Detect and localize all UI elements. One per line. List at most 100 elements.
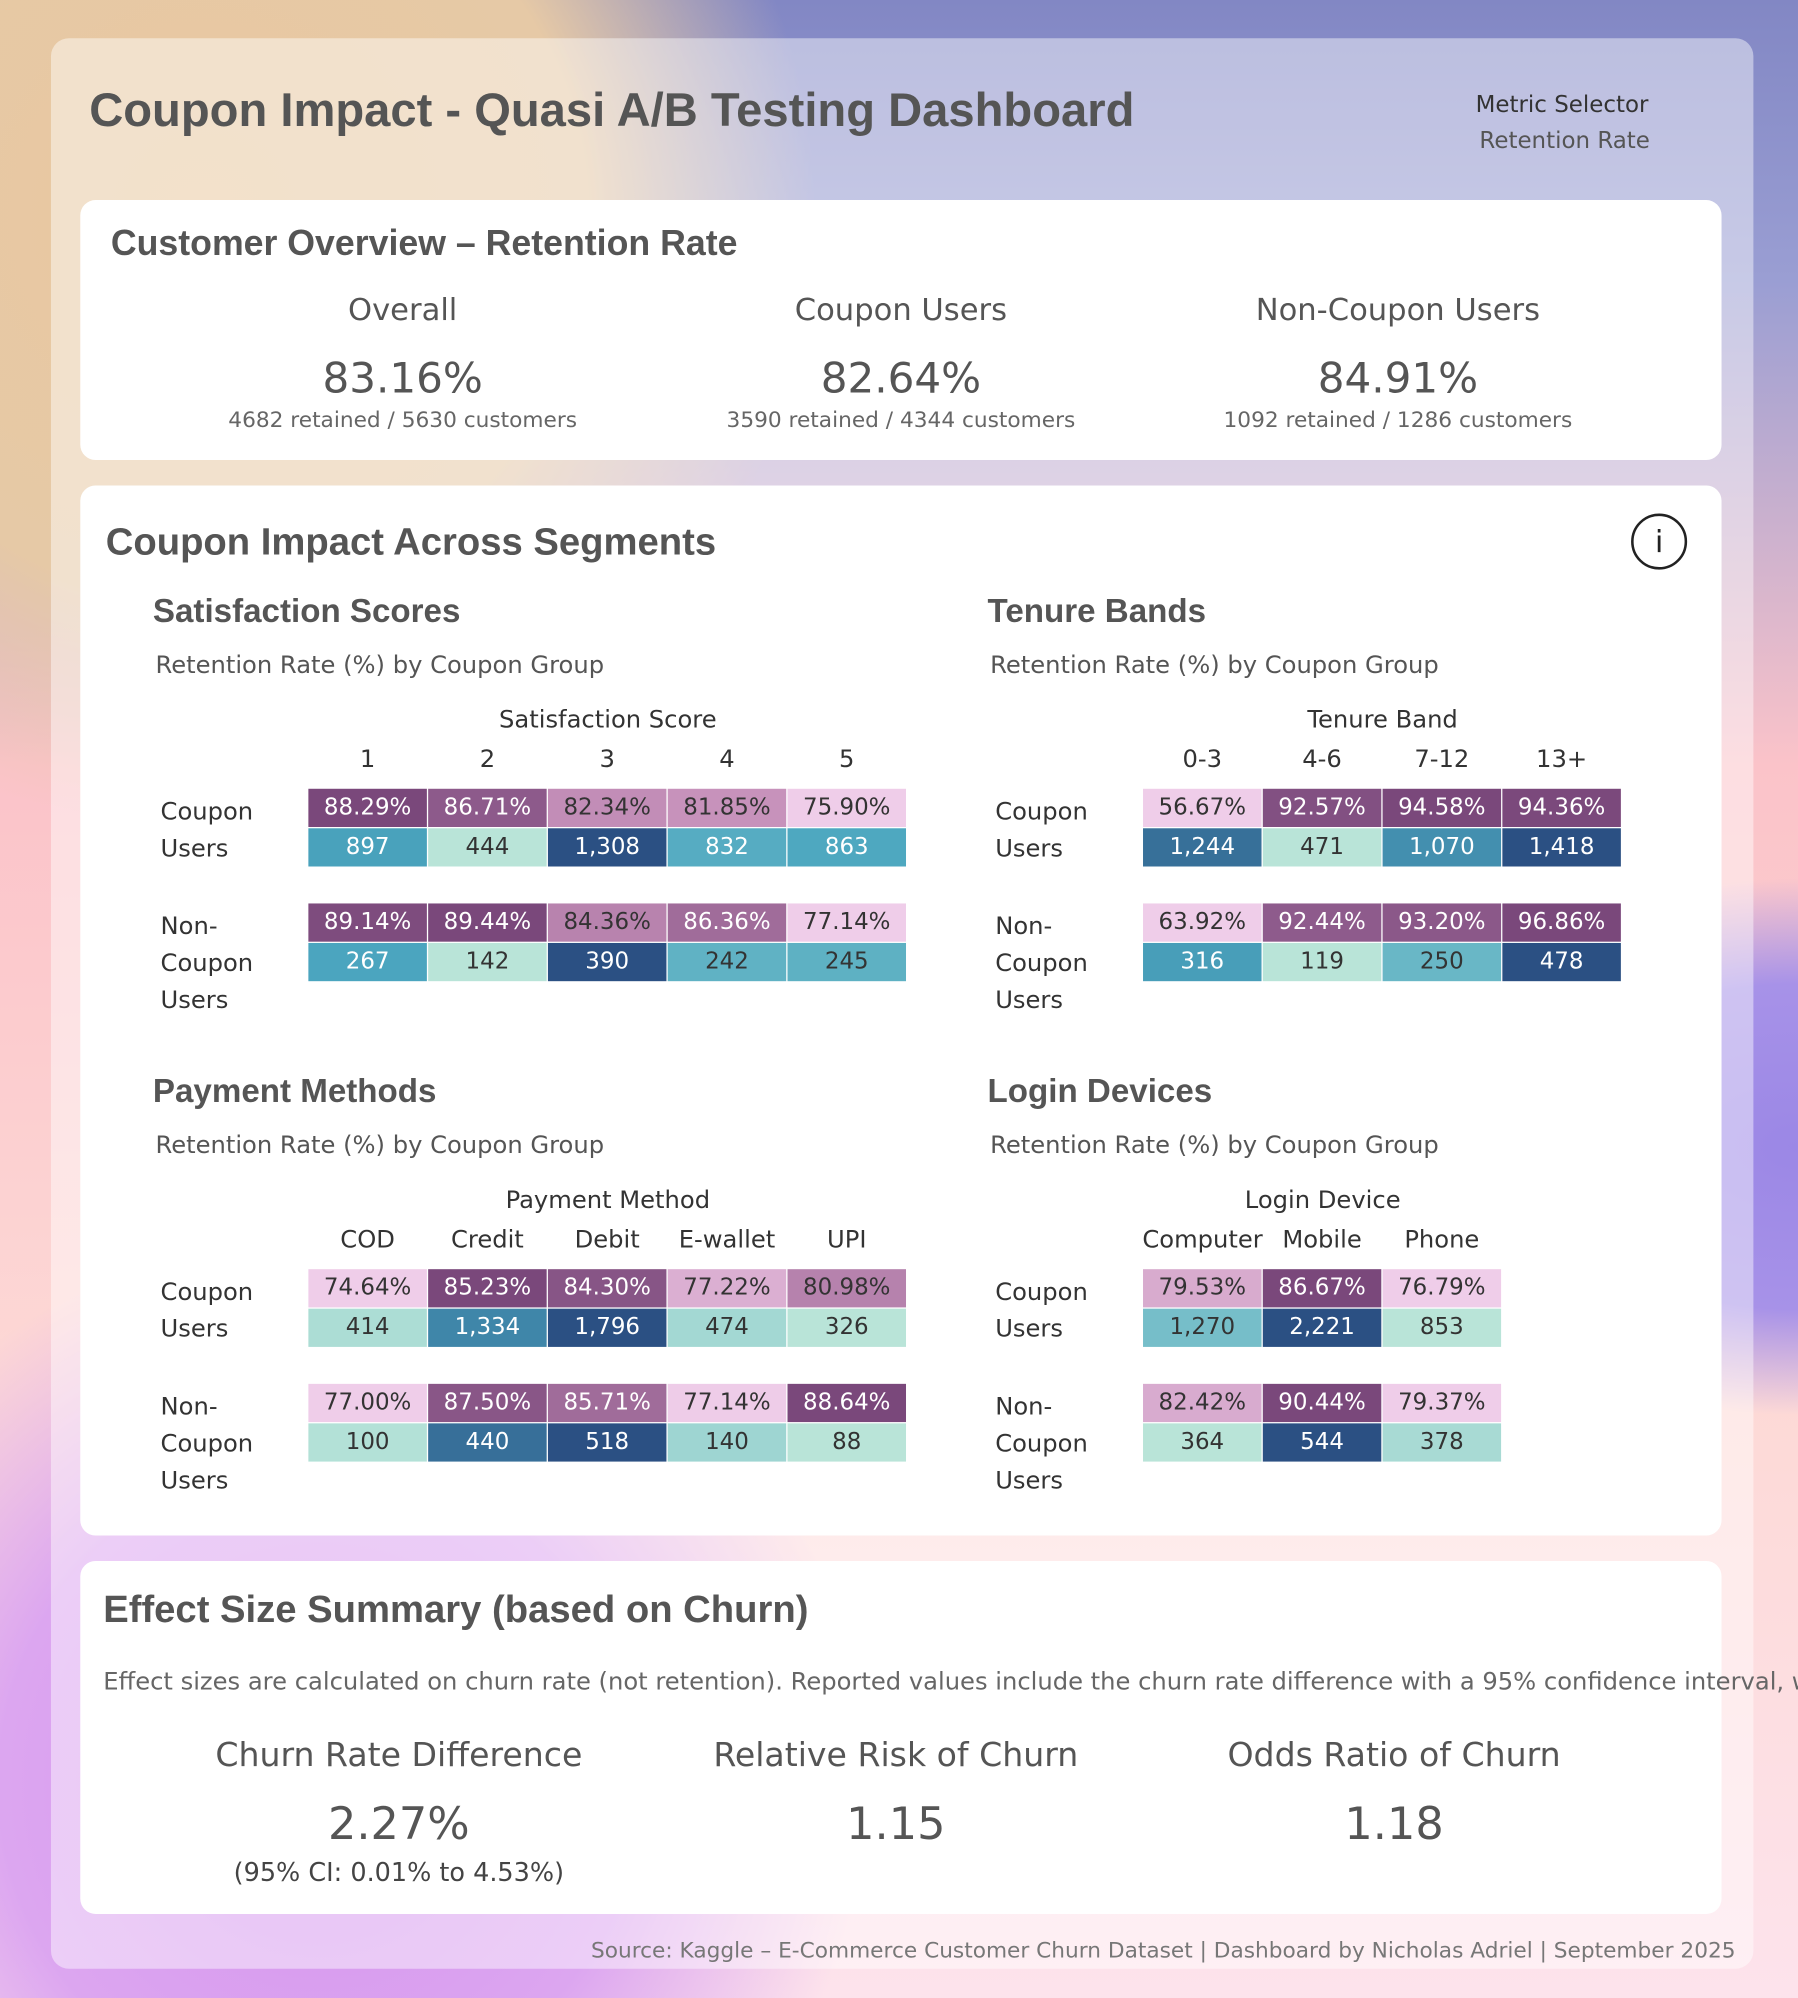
metric-selector-label: Metric Selector xyxy=(1475,91,1649,119)
count-cell: 471 xyxy=(1262,828,1382,867)
kpi-value: 82.64% xyxy=(820,352,982,403)
column-label: UPI xyxy=(827,1225,867,1254)
effect-card xyxy=(80,1560,1722,1914)
column-label: Credit xyxy=(450,1225,524,1254)
row-label: Non-Coupon Users xyxy=(995,912,1088,1015)
panel-title: Tenure Bands xyxy=(987,591,1207,630)
metric-selector-value[interactable]: Retention Rate xyxy=(1479,127,1650,155)
count-cell: 316 xyxy=(1143,942,1262,982)
effect-title: Effect Size Summary (based on Churn) xyxy=(103,1589,809,1632)
rate-cell: 94.58% xyxy=(1382,788,1502,828)
rate-cell: 56.67% xyxy=(1143,788,1262,828)
rate-cell: 77.22% xyxy=(667,1269,787,1308)
rate-cell: 96.86% xyxy=(1502,903,1621,942)
segments-card xyxy=(80,485,1722,1536)
row-label: Coupon Users xyxy=(995,1278,1088,1344)
column-label: Mobile xyxy=(1282,1225,1362,1254)
count-cell: 518 xyxy=(547,1423,667,1462)
count-cell: 863 xyxy=(787,828,907,867)
count-cell: 1,244 xyxy=(1143,828,1262,867)
count-cell: 1,070 xyxy=(1382,828,1502,867)
panel-title: Payment Methods xyxy=(152,1071,437,1110)
column-label: E-wallet xyxy=(678,1225,776,1254)
column-label: 2 xyxy=(479,745,496,774)
rate-cell: 77.00% xyxy=(308,1383,427,1423)
count-cell: 100 xyxy=(308,1423,427,1462)
column-label: 5 xyxy=(839,745,855,774)
column-label: 7-12 xyxy=(1414,745,1470,774)
panel-subtitle: Retention Rate (%) by Coupon Group xyxy=(155,651,605,680)
segments-title: Coupon Impact Across Segments xyxy=(105,521,717,564)
info-icon[interactable]: i xyxy=(1631,513,1688,570)
rate-cell: 90.44% xyxy=(1262,1383,1382,1423)
effect-label: Odds Ratio of Churn xyxy=(1227,1736,1561,1776)
column-label: Computer xyxy=(1142,1225,1263,1254)
effect-note: (95% CI: 0.01% to 4.53%) xyxy=(233,1856,565,1888)
rate-cell: 87.50% xyxy=(428,1383,547,1423)
rate-cell: 81.85% xyxy=(667,788,787,828)
rate-cell: 89.44% xyxy=(428,903,547,942)
count-cell: 242 xyxy=(667,942,787,982)
column-label: 0-3 xyxy=(1182,745,1223,774)
row-label: Coupon Users xyxy=(160,1278,254,1344)
count-cell: 88 xyxy=(787,1423,907,1462)
column-label: 13+ xyxy=(1536,745,1588,774)
count-cell: 544 xyxy=(1262,1423,1382,1462)
rate-cell: 88.29% xyxy=(308,788,427,828)
column-label: 4-6 xyxy=(1302,745,1342,774)
kpi-label: Coupon Users xyxy=(794,291,1008,328)
rate-cell: 80.98% xyxy=(787,1269,907,1308)
column-header: Payment Method xyxy=(505,1186,711,1215)
count-cell: 140 xyxy=(667,1423,787,1462)
rate-cell: 86.36% xyxy=(667,903,787,942)
count-cell: 245 xyxy=(787,942,907,982)
kpi-detail: 4682 retained / 5630 customers xyxy=(228,407,578,434)
rate-cell: 92.57% xyxy=(1262,788,1382,828)
effect-value: 1.18 xyxy=(1344,1799,1444,1851)
panel-subtitle: Retention Rate (%) by Coupon Group xyxy=(990,1131,1439,1160)
rate-cell: 74.64% xyxy=(308,1269,427,1308)
row-label: Coupon Users xyxy=(995,797,1088,863)
rate-cell: 85.23% xyxy=(428,1269,547,1308)
rate-cell: 79.37% xyxy=(1382,1383,1502,1423)
column-label: COD xyxy=(340,1225,395,1254)
rate-cell: 82.34% xyxy=(547,788,667,828)
count-cell: 119 xyxy=(1262,942,1382,982)
effect-label: Relative Risk of Churn xyxy=(713,1736,1079,1776)
rate-cell: 84.36% xyxy=(547,903,667,942)
count-cell: 1,270 xyxy=(1143,1308,1262,1347)
rate-cell: 63.92% xyxy=(1143,903,1262,942)
rate-cell: 75.90% xyxy=(787,788,907,828)
column-header: Satisfaction Score xyxy=(499,705,717,734)
rate-cell: 84.30% xyxy=(547,1269,667,1308)
count-cell: 474 xyxy=(667,1308,787,1347)
kpi-label: Overall xyxy=(348,291,458,328)
rate-cell: 77.14% xyxy=(787,903,907,942)
kpi-value: 84.91% xyxy=(1317,352,1479,403)
rate-cell: 82.42% xyxy=(1143,1383,1262,1423)
count-cell: 2,221 xyxy=(1262,1308,1382,1347)
count-cell: 326 xyxy=(787,1308,907,1347)
panel-title: Login Devices xyxy=(987,1071,1213,1110)
count-cell: 1,308 xyxy=(547,828,667,867)
rate-cell: 85.71% xyxy=(547,1383,667,1423)
column-label: 1 xyxy=(359,745,376,774)
count-cell: 414 xyxy=(308,1308,427,1347)
count-cell: 1,796 xyxy=(547,1308,667,1347)
panel-title: Satisfaction Scores xyxy=(152,591,461,630)
rate-cell: 79.53% xyxy=(1143,1269,1262,1308)
kpi-detail: 1092 retained / 1286 customers xyxy=(1223,407,1573,434)
row-label: Non-Coupon Users xyxy=(995,1392,1088,1495)
footer-source: Source: Kaggle – E-Commerce Customer Chu… xyxy=(590,1938,1736,1964)
column-header: Tenure Band xyxy=(1307,705,1458,734)
effect-label: Churn Rate Difference xyxy=(215,1736,583,1776)
column-label: 3 xyxy=(599,745,615,774)
rate-cell: 77.14% xyxy=(667,1383,787,1423)
count-cell: 440 xyxy=(428,1423,547,1462)
column-header: Login Device xyxy=(1244,1186,1401,1215)
column-label: 4 xyxy=(719,745,735,774)
effect-description: Effect sizes are calculated on churn rat… xyxy=(103,1668,1798,1697)
effect-value: 1.15 xyxy=(846,1799,946,1851)
count-cell: 267 xyxy=(308,942,427,982)
